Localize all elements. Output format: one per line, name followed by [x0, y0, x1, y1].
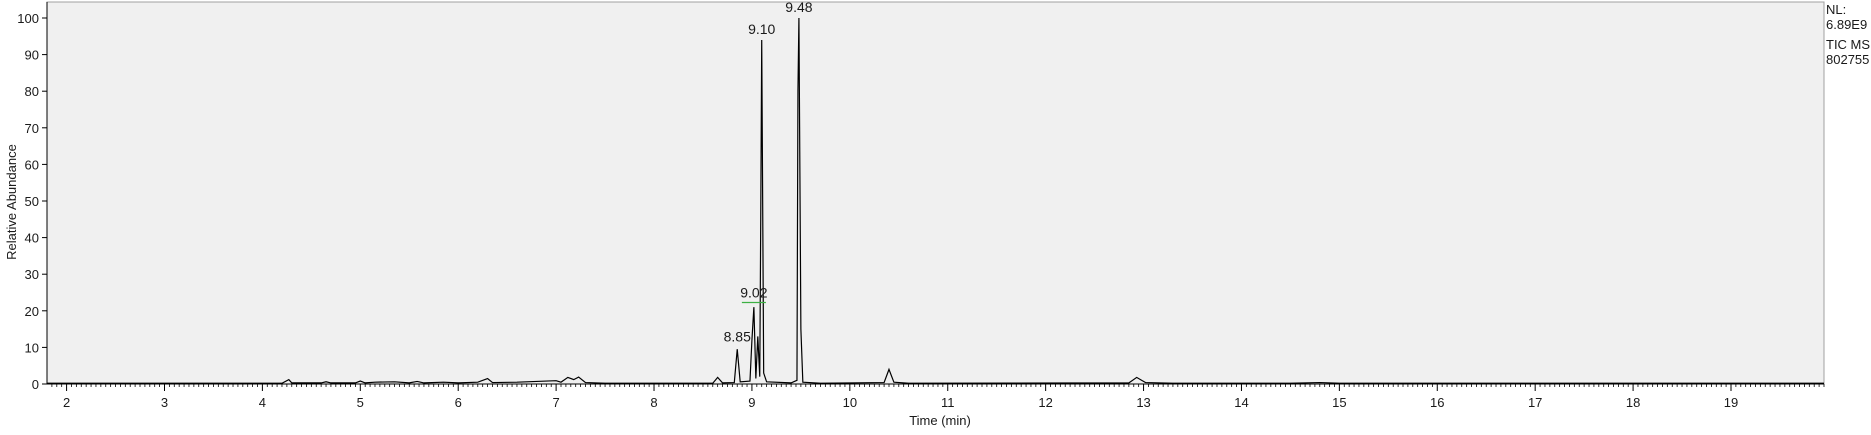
- x-tick-label: 17: [1528, 395, 1542, 410]
- y-axis-title: Relative Abundance: [4, 144, 19, 260]
- y-tick-label: 50: [25, 194, 39, 209]
- peak-labels: 8.85 9.02 9.10 9.48: [724, 0, 813, 344]
- y-tick-label: 70: [25, 121, 39, 136]
- y-axis: 0 10 20 30 40 50 60 70 80 90 100: [17, 11, 47, 392]
- info-line-1: NL:: [1826, 2, 1846, 17]
- x-tick-label: 15: [1332, 395, 1346, 410]
- peak-label: 9.02: [740, 284, 767, 300]
- x-axis: 2 3 4 5 6 7 8 9 10 11 12 13 14 15 16 17 18 19: [51, 384, 1825, 410]
- info-block: NL: 6.89E9 TIC MS 802755: [1826, 2, 1870, 67]
- tic-trace: [47, 17, 1824, 384]
- peak-label: 9.10: [748, 21, 775, 37]
- y-tick-label: 100: [17, 11, 39, 26]
- info-line-3: TIC MS: [1826, 37, 1870, 52]
- info-line-2: 6.89E9: [1826, 17, 1867, 32]
- info-line-4: 802755: [1826, 52, 1869, 67]
- peak-label: 9.48: [785, 0, 812, 15]
- x-tick-label: 16: [1430, 395, 1444, 410]
- x-tick-label: 6: [455, 395, 462, 410]
- y-tick-label: 90: [25, 48, 39, 63]
- x-tick-label: 5: [357, 395, 364, 410]
- y-tick-label: 30: [25, 267, 39, 282]
- x-tick-label: 19: [1724, 395, 1738, 410]
- x-tick-label: 8: [650, 395, 657, 410]
- y-tick-label: 80: [25, 84, 39, 99]
- x-tick-label: 11: [941, 395, 955, 410]
- x-tick-label: 2: [63, 395, 70, 410]
- y-tick-label: 40: [25, 231, 39, 246]
- x-axis-title: Time (min): [909, 413, 971, 428]
- y-tick-label: 0: [32, 377, 39, 392]
- x-tick-label: 4: [259, 395, 266, 410]
- x-tick-label: 9: [748, 395, 755, 410]
- x-tick-label: 14: [1234, 395, 1248, 410]
- y-tick-label: 20: [25, 304, 39, 319]
- plot-area: [46, 1, 1825, 385]
- x-tick-label: 12: [1038, 395, 1052, 410]
- y-tick-label: 10: [25, 340, 39, 355]
- x-tick-label: 13: [1136, 395, 1150, 410]
- x-tick-label: 7: [552, 395, 559, 410]
- y-tick-label: 60: [25, 157, 39, 172]
- x-tick-label: 18: [1626, 395, 1640, 410]
- x-tick-label: 10: [843, 395, 857, 410]
- peak-label: 8.85: [724, 328, 751, 344]
- x-tick-label: 3: [161, 395, 168, 410]
